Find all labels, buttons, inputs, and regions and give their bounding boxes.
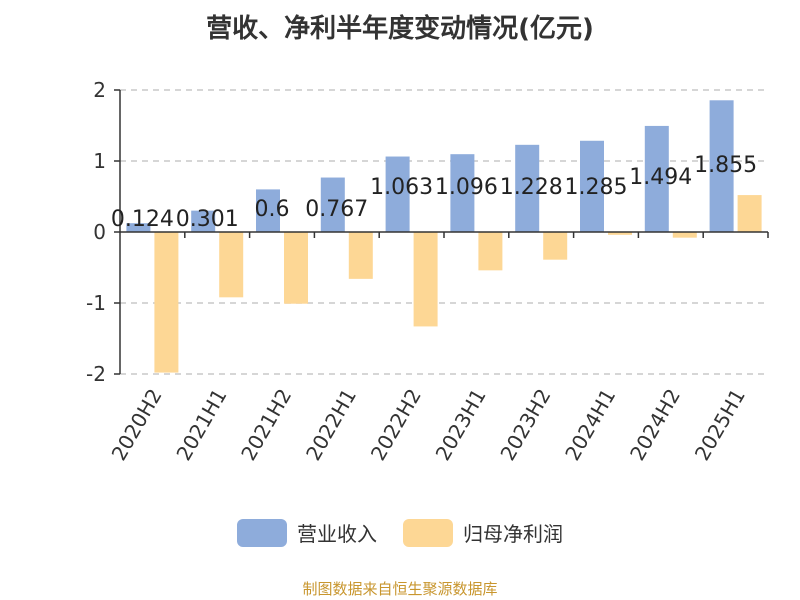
x-tick-label: 2024H2 bbox=[625, 385, 685, 465]
legend-swatch-revenue bbox=[237, 518, 287, 547]
y-tick-label: -1 bbox=[86, 291, 106, 315]
legend-item-revenue[interactable]: 营业收入 bbox=[237, 518, 377, 547]
bar-net-profit bbox=[737, 195, 762, 232]
legend-swatch-net-profit bbox=[403, 518, 453, 547]
bar-net-profit bbox=[608, 232, 632, 235]
x-tick-label: 2020H2 bbox=[107, 385, 167, 465]
bar-net-profit bbox=[219, 232, 244, 298]
bar-revenue bbox=[644, 125, 669, 232]
chart-title: 营收、净利半年度变动情况(亿元) bbox=[206, 14, 594, 44]
bar-net-profit bbox=[478, 232, 503, 271]
data-label-revenue: 0.6 bbox=[255, 197, 290, 222]
y-tick-label: 1 bbox=[93, 149, 106, 173]
x-tick-label: 2023H1 bbox=[431, 385, 491, 465]
x-tick-label: 2021H1 bbox=[171, 385, 231, 465]
bar-revenue bbox=[580, 140, 604, 232]
x-tick-label: 2024H1 bbox=[560, 385, 620, 465]
y-tick-label: 2 bbox=[93, 78, 106, 102]
x-tick-label: 2022H1 bbox=[301, 385, 361, 465]
data-label-revenue: 0.124 bbox=[111, 207, 174, 232]
bar-revenue bbox=[320, 177, 345, 232]
bar-net-profit bbox=[543, 232, 568, 260]
bar-revenue bbox=[450, 154, 475, 232]
bar-revenue bbox=[385, 156, 410, 232]
legend: 营业收入 归母净利润 bbox=[0, 518, 800, 547]
data-label-revenue: 1.228 bbox=[500, 175, 563, 200]
legend-item-net-profit[interactable]: 归母净利润 bbox=[403, 518, 563, 547]
data-label-revenue: 1.285 bbox=[565, 175, 628, 200]
x-tick-label: 2023H2 bbox=[495, 385, 555, 465]
bar-revenue bbox=[256, 189, 280, 232]
y-tick-label: 0 bbox=[93, 220, 106, 244]
data-label-revenue: 0.767 bbox=[305, 197, 368, 222]
legend-label-revenue: 营业收入 bbox=[297, 522, 377, 546]
data-label-revenue: 1.494 bbox=[629, 165, 692, 190]
x-tick-label: 2021H2 bbox=[236, 385, 296, 465]
bar-revenue bbox=[126, 223, 151, 232]
bar-revenue bbox=[709, 100, 734, 232]
bar-net-profit bbox=[154, 232, 179, 373]
x-tick-label: 2022H2 bbox=[366, 385, 426, 465]
y-tick-label: -2 bbox=[86, 362, 106, 386]
bar-net-profit bbox=[672, 232, 697, 238]
bars bbox=[126, 100, 762, 373]
data-label-revenue: 1.855 bbox=[694, 153, 757, 178]
data-label-revenue: 1.096 bbox=[435, 175, 498, 200]
source-note: 制图数据来自恒生聚源数据库 bbox=[302, 580, 498, 598]
data-label-revenue: 1.063 bbox=[370, 175, 433, 200]
x-tick-label: 2025H1 bbox=[690, 385, 750, 465]
legend-label-net-profit: 归母净利润 bbox=[463, 522, 563, 546]
bar-revenue bbox=[191, 210, 216, 232]
bar-net-profit bbox=[284, 232, 308, 304]
bar-revenue bbox=[515, 144, 540, 232]
bar-net-profit bbox=[413, 232, 438, 327]
data-label-revenue: 0.301 bbox=[176, 207, 239, 232]
bar-net-profit bbox=[348, 232, 373, 279]
